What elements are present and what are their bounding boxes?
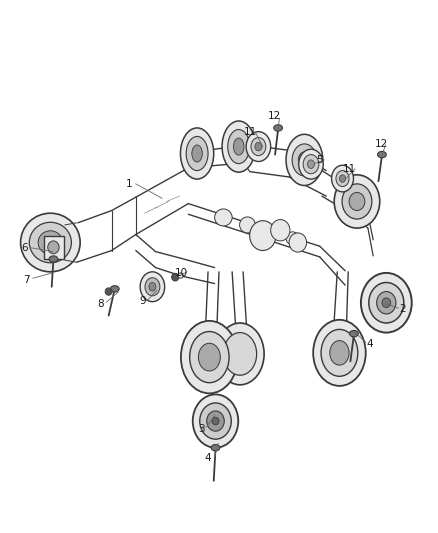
- Ellipse shape: [180, 128, 214, 179]
- Ellipse shape: [29, 222, 71, 263]
- Ellipse shape: [299, 149, 323, 179]
- Ellipse shape: [181, 321, 238, 393]
- Ellipse shape: [48, 241, 59, 254]
- Ellipse shape: [330, 341, 349, 365]
- Text: 12: 12: [374, 139, 388, 149]
- Ellipse shape: [286, 134, 323, 185]
- Ellipse shape: [307, 160, 314, 168]
- Ellipse shape: [303, 155, 319, 174]
- Ellipse shape: [332, 165, 353, 192]
- Ellipse shape: [149, 282, 156, 291]
- Text: 10: 10: [175, 268, 188, 278]
- Ellipse shape: [110, 286, 119, 292]
- Ellipse shape: [145, 278, 160, 296]
- Ellipse shape: [349, 192, 365, 211]
- Ellipse shape: [361, 273, 412, 333]
- Ellipse shape: [228, 130, 250, 164]
- Ellipse shape: [321, 329, 358, 376]
- Text: 12: 12: [268, 111, 281, 121]
- Ellipse shape: [193, 394, 238, 448]
- Ellipse shape: [271, 220, 290, 241]
- Text: 9: 9: [139, 296, 146, 306]
- Ellipse shape: [350, 330, 358, 337]
- Text: 3: 3: [198, 424, 205, 434]
- Ellipse shape: [140, 272, 165, 302]
- Text: 11: 11: [343, 164, 356, 174]
- Ellipse shape: [313, 320, 366, 386]
- FancyBboxPatch shape: [44, 236, 64, 259]
- Ellipse shape: [274, 125, 283, 131]
- Ellipse shape: [240, 217, 255, 233]
- Text: 8: 8: [97, 299, 104, 309]
- Ellipse shape: [223, 333, 257, 375]
- Ellipse shape: [378, 151, 386, 158]
- Ellipse shape: [334, 175, 380, 228]
- Ellipse shape: [246, 132, 271, 161]
- Text: 4: 4: [367, 339, 374, 349]
- Ellipse shape: [211, 445, 220, 451]
- Ellipse shape: [212, 417, 219, 425]
- Ellipse shape: [38, 231, 63, 254]
- Ellipse shape: [377, 292, 396, 314]
- Ellipse shape: [186, 136, 208, 171]
- Ellipse shape: [342, 184, 372, 219]
- Ellipse shape: [215, 209, 232, 226]
- Ellipse shape: [298, 152, 311, 168]
- Ellipse shape: [292, 144, 317, 176]
- Ellipse shape: [190, 332, 229, 383]
- Text: 2: 2: [399, 304, 406, 314]
- Ellipse shape: [216, 323, 264, 385]
- Ellipse shape: [286, 232, 299, 245]
- Ellipse shape: [200, 403, 231, 439]
- Ellipse shape: [105, 288, 112, 295]
- Ellipse shape: [336, 171, 349, 187]
- Ellipse shape: [382, 298, 391, 308]
- Ellipse shape: [192, 145, 202, 162]
- Ellipse shape: [178, 273, 183, 278]
- Ellipse shape: [265, 225, 279, 239]
- Ellipse shape: [369, 282, 404, 323]
- Ellipse shape: [233, 138, 244, 155]
- Text: 11: 11: [244, 127, 257, 137]
- Ellipse shape: [21, 213, 80, 272]
- Text: 6: 6: [21, 243, 28, 253]
- Text: 1: 1: [126, 179, 133, 189]
- Ellipse shape: [251, 138, 266, 156]
- Ellipse shape: [250, 221, 276, 251]
- Text: 5: 5: [316, 155, 323, 165]
- Ellipse shape: [339, 175, 346, 182]
- Ellipse shape: [289, 233, 307, 252]
- Ellipse shape: [222, 121, 255, 172]
- Text: 4: 4: [205, 454, 212, 463]
- Ellipse shape: [207, 411, 224, 431]
- Ellipse shape: [255, 142, 262, 151]
- Ellipse shape: [172, 273, 179, 281]
- Ellipse shape: [49, 256, 58, 262]
- Ellipse shape: [198, 343, 220, 371]
- Text: 7: 7: [23, 275, 30, 285]
